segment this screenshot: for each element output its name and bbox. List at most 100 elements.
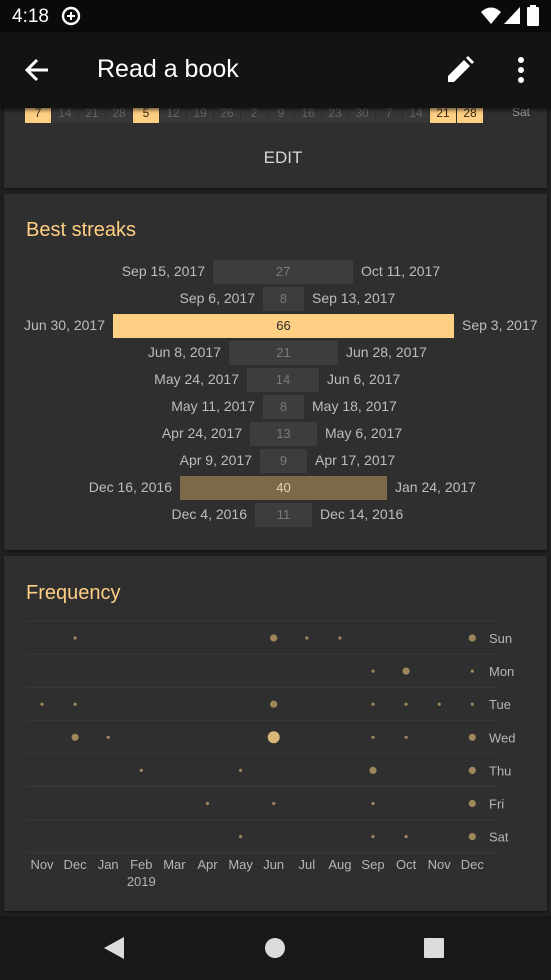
- history-day[interactable]: 7: [25, 103, 51, 123]
- month-tick-label: Aug: [328, 857, 351, 872]
- streak-bar: 14: [247, 368, 319, 392]
- frequency-dot: [468, 634, 476, 642]
- year-tick-label: 2019: [127, 874, 156, 889]
- streak-row: May 24, 2017 14 Jun 6, 2017: [4, 368, 547, 392]
- streak-row: Sep 6, 2017 8 Sep 13, 2017: [4, 287, 547, 311]
- frequency-dot: [272, 801, 276, 806]
- weekday-tick-label: Thu: [489, 763, 511, 778]
- streak-start-date: Jun 8, 2017: [147, 344, 221, 360]
- frequency-dot: [371, 669, 375, 673]
- frequency-dot: [71, 733, 79, 741]
- history-card: 7 14 21 28 5 12 19 26 2 9 16 23 30 7 14 21 28 Sat EDIT: [4, 100, 547, 188]
- battery-icon: [527, 5, 539, 26]
- frequency-dot: [470, 702, 474, 706]
- streak-bar: 66: [113, 314, 454, 338]
- history-day[interactable]: 30: [349, 103, 375, 123]
- streak-end-date: Sep 13, 2017: [312, 290, 396, 306]
- streak-end-date: Sep 3, 2017: [462, 317, 538, 333]
- month-tick-label: Nov: [30, 857, 54, 872]
- history-day-row: 7 14 21 28 5 12 19 26 2 9 16 23 30 7 14 21 28: [25, 103, 485, 123]
- streak-row: Jun 30, 2017 66 Sep 3, 2017: [4, 314, 547, 338]
- frequency-dot: [470, 669, 474, 673]
- streak-end-date: May 18, 2017: [312, 398, 397, 414]
- overflow-menu-button[interactable]: [498, 46, 546, 94]
- streak-bar: 11: [255, 503, 312, 527]
- month-tick-label: Nov: [428, 857, 452, 872]
- weekday-tick-label: Mon: [489, 664, 514, 679]
- frequency-dot: [404, 735, 408, 739]
- history-day[interactable]: 26: [214, 103, 240, 123]
- edit-history-button[interactable]: EDIT: [263, 148, 303, 167]
- frequency-dot: [270, 700, 278, 708]
- status-bar: 4:18: [0, 0, 551, 32]
- edit-habit-button[interactable]: [436, 46, 484, 94]
- history-day[interactable]: 9: [268, 103, 294, 123]
- notification-icon: [61, 6, 81, 26]
- streak-bar: 8: [263, 395, 304, 419]
- triangle-back-icon: [104, 937, 124, 959]
- history-day[interactable]: 2: [241, 103, 267, 123]
- month-tick-label: Sep: [361, 857, 384, 872]
- streak-start-date: Dec 4, 2016: [171, 506, 248, 522]
- frequency-dot: [139, 768, 143, 772]
- frequency-dot: [40, 702, 44, 706]
- streak-start-date: Sep 15, 2017: [121, 263, 205, 279]
- month-tick-label: Jun: [263, 857, 284, 872]
- history-day[interactable]: 7: [376, 103, 402, 123]
- history-day[interactable]: 14: [403, 103, 429, 123]
- streak-start-date: May 24, 2017: [154, 371, 239, 387]
- frequency-dot: [338, 636, 342, 640]
- month-tick-label: Jul: [298, 857, 315, 872]
- status-time: 4:18: [12, 6, 49, 27]
- page-title: Read a book: [97, 55, 239, 83]
- history-day[interactable]: 12: [160, 103, 186, 123]
- frequency-card: Frequency Sun Mon Tue Wed Thu Fri Sat Nov Dec Jan…: [4, 556, 547, 911]
- history-day[interactable]: 23: [322, 103, 348, 123]
- pencil-icon: [448, 56, 474, 82]
- history-day[interactable]: 16: [295, 103, 321, 123]
- signal-icon: [504, 7, 520, 24]
- history-day[interactable]: 21: [430, 103, 456, 123]
- square-recents-icon: [424, 938, 444, 958]
- nav-recents-button[interactable]: [410, 924, 458, 972]
- back-button[interactable]: [14, 46, 62, 94]
- frequency-dot: [404, 835, 408, 839]
- weekday-tick-label: Fri: [489, 797, 504, 812]
- history-day[interactable]: 14: [52, 103, 78, 123]
- arrow-back-icon: [24, 58, 48, 82]
- streak-start-date: Apr 9, 2017: [179, 452, 252, 468]
- frequency-dot: [369, 766, 377, 774]
- streak-bar: 40: [180, 476, 387, 500]
- circle-home-icon: [265, 938, 285, 958]
- streak-bar: 21: [229, 341, 338, 365]
- streak-row: May 11, 2017 8 May 18, 2017: [4, 395, 547, 419]
- more-vert-icon: [518, 57, 524, 83]
- month-tick-label: Dec: [461, 857, 485, 872]
- nav-home-button[interactable]: [251, 924, 299, 972]
- frequency-dot: [468, 833, 476, 841]
- navigation-bar: [0, 916, 551, 980]
- streak-start-date: May 11, 2017: [171, 398, 255, 414]
- history-day[interactable]: 21: [79, 103, 105, 123]
- streak-bar: 27: [213, 260, 353, 284]
- wifi-icon: [481, 7, 501, 24]
- history-day[interactable]: 28: [106, 103, 132, 123]
- app-bar: Read a book: [0, 32, 551, 108]
- streak-bar: 9: [260, 449, 307, 473]
- frequency-dot: [73, 636, 77, 640]
- streak-row: Dec 4, 2016 11 Dec 14, 2016: [4, 503, 547, 527]
- frequency-dot: [205, 801, 210, 806]
- history-day[interactable]: 28: [457, 103, 483, 123]
- nav-back-button[interactable]: [90, 924, 138, 972]
- weekday-tick-label: Tue: [489, 697, 511, 712]
- history-day[interactable]: 19: [187, 103, 213, 123]
- streak-end-date: Jan 24, 2017: [395, 479, 476, 495]
- streak-start-date: Apr 24, 2017: [161, 425, 242, 441]
- frequency-dot: [468, 766, 476, 774]
- frequency-dot: [371, 702, 375, 706]
- frequency-dot: [437, 702, 441, 706]
- history-day[interactable]: 5: [133, 103, 159, 123]
- month-tick-label: Mar: [163, 857, 186, 872]
- streak-start-date: Sep 6, 2017: [179, 290, 255, 306]
- frequency-dot: [402, 667, 410, 675]
